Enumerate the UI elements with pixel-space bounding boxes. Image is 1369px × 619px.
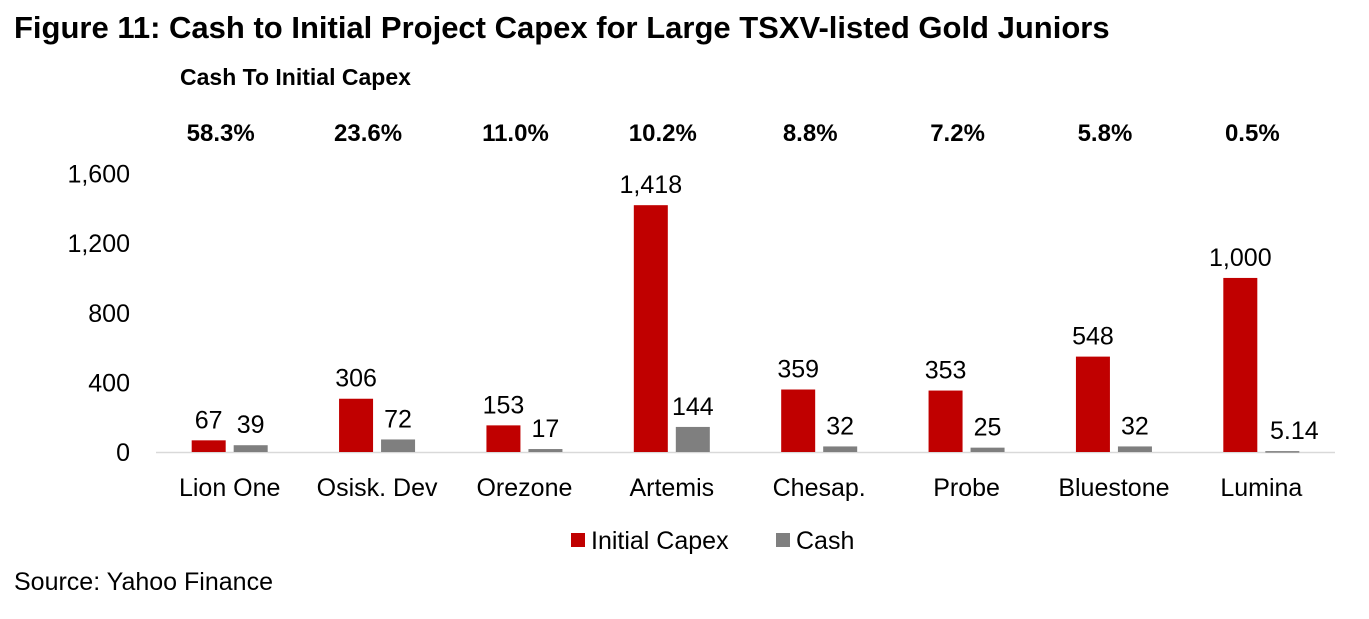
ratio-label: 8.8% xyxy=(783,120,838,147)
y-tick-label: 0 xyxy=(116,439,130,467)
capex-bar xyxy=(633,205,668,452)
x-tick-label: Probe xyxy=(933,474,1000,502)
ratio-label: 0.5% xyxy=(1225,120,1280,147)
cash-bar xyxy=(381,439,416,452)
x-tick-label: Bluestone xyxy=(1058,474,1169,502)
cash-bar xyxy=(823,446,858,452)
cash-bar xyxy=(528,449,563,452)
cash-bar xyxy=(1265,451,1300,453)
capex-value-label: 153 xyxy=(483,391,525,419)
x-tick-label: Chesap. xyxy=(773,474,866,502)
chart-subtitle: Cash To Initial Capex xyxy=(180,64,411,90)
capex-value-label: 306 xyxy=(335,365,377,393)
cash-value-label: 5.14 xyxy=(1270,417,1319,445)
chart-title: Figure 11: Cash to Initial Project Capex… xyxy=(14,10,1110,45)
capex-value-label: 359 xyxy=(777,356,819,384)
ratio-label: 11.0% xyxy=(482,120,549,147)
capex-bar xyxy=(1075,356,1110,452)
cash-value-label: 17 xyxy=(532,415,560,443)
x-tick-label: Lion One xyxy=(179,474,280,502)
cash-value-label: 39 xyxy=(237,411,265,439)
capex-bar xyxy=(191,440,226,452)
capex-bar xyxy=(339,398,374,452)
ratio-label: 7.2% xyxy=(930,120,985,147)
cash-bar xyxy=(675,426,710,452)
legend-cash-swatch xyxy=(776,533,790,547)
x-tick-label: Artemis xyxy=(629,474,714,502)
ratio-label: 23.6% xyxy=(334,120,402,147)
cash-bar xyxy=(970,447,1005,452)
x-tick-label: Osisk. Dev xyxy=(317,474,438,502)
x-tick-label: Lumina xyxy=(1220,474,1302,502)
cash-bar xyxy=(1117,446,1152,452)
cash-value-label: 144 xyxy=(672,393,714,421)
capex-bar xyxy=(781,389,816,452)
legend-capex-label: Initial Capex xyxy=(591,527,729,555)
capex-bar xyxy=(486,425,521,452)
y-tick-label: 400 xyxy=(88,369,130,397)
ratio-label: 10.2% xyxy=(629,120,697,147)
capex-value-label: 548 xyxy=(1072,323,1114,351)
cash-value-label: 32 xyxy=(1121,412,1149,440)
capex-value-label: 1,000 xyxy=(1209,244,1272,272)
ratio-label: 5.8% xyxy=(1078,120,1133,147)
y-tick-label: 1,200 xyxy=(67,230,130,258)
capex-value-label: 67 xyxy=(195,406,223,434)
cash-value-label: 25 xyxy=(974,414,1002,442)
source-note: Source: Yahoo Finance xyxy=(14,568,273,596)
capex-bar xyxy=(1223,277,1258,452)
capex-value-label: 353 xyxy=(925,357,967,385)
x-tick-label: Orezone xyxy=(476,474,572,502)
y-tick-label: 800 xyxy=(88,300,130,328)
capex-bar xyxy=(928,390,963,452)
y-tick-label: 1,600 xyxy=(67,161,130,189)
cash-value-label: 32 xyxy=(826,412,854,440)
capex-value-label: 1,418 xyxy=(620,171,683,199)
cash-value-label: 72 xyxy=(384,405,412,433)
legend-capex-swatch xyxy=(571,533,585,547)
legend-cash-label: Cash xyxy=(796,527,854,555)
cash-bar xyxy=(233,445,268,452)
ratio-label: 58.3% xyxy=(187,120,255,147)
